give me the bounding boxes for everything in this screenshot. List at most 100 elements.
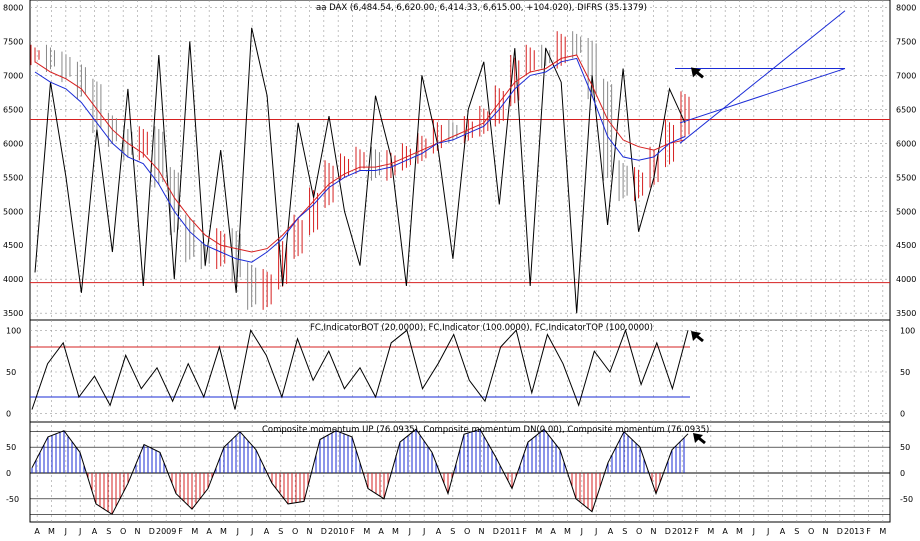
x-tick-label: J xyxy=(236,527,239,536)
x-tick-label: A xyxy=(722,527,728,536)
x-tick-label: M xyxy=(707,527,714,536)
y-tick-label-left: 6000 xyxy=(3,139,23,148)
x-tick-label: M xyxy=(48,527,55,536)
y-tick-label-right: 6000 xyxy=(896,139,916,148)
y-tick-label-left: 7500 xyxy=(3,37,23,46)
x-tick-label: A xyxy=(264,527,270,536)
x-tick-label: N xyxy=(135,527,141,536)
fc-indicator-line xyxy=(31,328,689,410)
x-tick-label: A xyxy=(780,527,786,536)
x-tick-label: S xyxy=(450,527,455,536)
x-tick-label: A xyxy=(206,527,212,536)
x-tick-label: J xyxy=(580,527,583,536)
channel-lower-line xyxy=(679,68,846,124)
y-tick-label-left: 6500 xyxy=(3,105,23,114)
ma-slow-line xyxy=(34,54,686,253)
cm-y-tick-right: 50 xyxy=(900,443,910,452)
arrow-head xyxy=(691,67,701,78)
y-tick-label-right: 7500 xyxy=(896,37,916,46)
x-tick-label: N xyxy=(307,527,313,536)
fc-y-tick-left: 0 xyxy=(6,410,11,419)
x-tick-label: F xyxy=(350,527,355,536)
fc-y-tick-right: 0 xyxy=(900,410,905,419)
y-tick-label-right: 8000 xyxy=(896,3,916,12)
y-tick-label-left: 8000 xyxy=(3,3,23,12)
x-tick-label: F xyxy=(866,527,871,536)
composite-momentum-panel: Composite momentum UP (76.0935), Composi… xyxy=(6,425,913,516)
x-tick-label: M xyxy=(392,527,399,536)
y-tick-label-right: 6500 xyxy=(896,105,916,114)
x-tick-label: 2010 xyxy=(328,527,348,536)
x-tick-label: J xyxy=(422,527,425,536)
x-tick-label: A xyxy=(92,527,98,536)
channel-upper-line xyxy=(679,10,846,144)
x-tick-label: O xyxy=(636,527,642,536)
oscillator-overlay-line xyxy=(34,27,686,314)
x-tick-label: F xyxy=(178,527,183,536)
arrow-head xyxy=(693,433,703,443)
cm-y-tick-left: 0 xyxy=(6,469,11,478)
x-tick-label: J xyxy=(250,527,253,536)
x-tick-label: A xyxy=(378,527,384,536)
x-tick-label: F xyxy=(694,527,699,536)
cm-y-tick-left: 50 xyxy=(6,443,16,452)
x-tick-label: A xyxy=(436,527,442,536)
x-tick-label: O xyxy=(464,527,470,536)
y-tick-label-left: 5500 xyxy=(3,173,23,182)
x-tick-label: D xyxy=(837,527,843,536)
y-tick-label-left: 7000 xyxy=(3,71,23,80)
y-tick-label-right: 4000 xyxy=(896,275,916,284)
fc-y-tick-right: 100 xyxy=(900,326,915,335)
ma-fast-line xyxy=(34,57,686,263)
x-tick-label: O xyxy=(808,527,814,536)
x-tick-label: 2011 xyxy=(500,527,520,536)
y-tick-label-right: 5500 xyxy=(896,173,916,182)
y-tick-label-right: 4500 xyxy=(896,241,916,250)
fc-y-tick-left: 50 xyxy=(6,368,16,377)
x-axis: A M J J A S O N D 2009 F M A M J J A S O N D 2010 F M A M J J A S O N D 2… xyxy=(34,527,886,536)
x-tick-label: 2013 xyxy=(844,527,864,536)
x-tick-label: J xyxy=(594,527,597,536)
plot-frame xyxy=(29,0,891,523)
y-tick-label-right: 7000 xyxy=(896,71,916,80)
price-panel-title: aa DAX (6,484.54, 6,620.00, 6,414.33, 6,… xyxy=(316,3,647,13)
x-tick-label: S xyxy=(622,527,627,536)
x-tick-label: N xyxy=(479,527,485,536)
fc-y-tick-right: 50 xyxy=(900,368,910,377)
y-tick-label-left: 3500 xyxy=(3,309,23,318)
x-tick-label: 2009 xyxy=(156,527,176,536)
grid xyxy=(29,0,891,523)
y-tick-label-right: 3500 xyxy=(896,309,916,318)
x-tick-label: J xyxy=(408,527,411,536)
x-tick-label: M xyxy=(564,527,571,536)
x-tick-label: J xyxy=(752,527,755,536)
y-tick-label-left: 5000 xyxy=(3,207,23,216)
cm-y-tick-right: 0 xyxy=(900,469,905,478)
x-tick-label: J xyxy=(78,527,81,536)
price-panel: aa DAX (6,484.54, 6,620.00, 6,414.33, 6,… xyxy=(3,3,916,318)
momentum-line xyxy=(31,428,689,516)
cm-panel-title: Composite momentum UP (76.0935), Composi… xyxy=(262,425,709,435)
x-tick-label: M xyxy=(363,527,370,536)
x-tick-label: M xyxy=(220,527,227,536)
x-tick-label: A xyxy=(550,527,556,536)
arrow-head xyxy=(691,331,701,341)
x-tick-label: S xyxy=(278,527,283,536)
cm-y-tick-left: -50 xyxy=(6,495,19,504)
x-tick-label: F xyxy=(522,527,527,536)
x-tick-label: S xyxy=(106,527,111,536)
x-tick-label: J xyxy=(64,527,67,536)
x-tick-label: S xyxy=(794,527,799,536)
x-tick-label: M xyxy=(191,527,198,536)
fc-panel-title: FC,IndicatorBOT (20.0000), FC,Indicator … xyxy=(310,323,653,333)
x-tick-label: D xyxy=(493,527,499,536)
x-tick-label: D xyxy=(149,527,155,536)
y-tick-label-left: 4500 xyxy=(3,241,23,250)
y-tick-label-left: 4000 xyxy=(3,275,23,284)
x-tick-label: N xyxy=(823,527,829,536)
x-tick-label: N xyxy=(651,527,657,536)
x-tick-label: J xyxy=(766,527,769,536)
x-tick-label: D xyxy=(321,527,327,536)
